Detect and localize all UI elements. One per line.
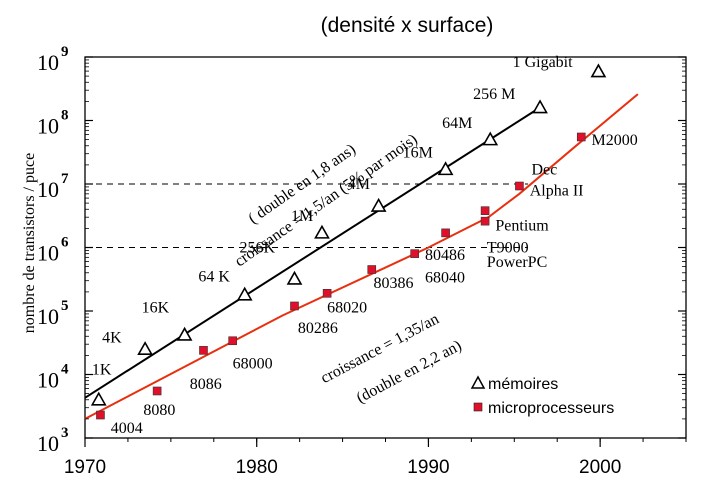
legend: mémoires microprocesseurs [470, 375, 614, 417]
memory-marker [314, 224, 330, 239]
cpu-marker [480, 206, 490, 215]
legend-square-icon [473, 402, 483, 412]
y-tick-exponent: 7 [61, 171, 69, 187]
cpu-marker [441, 228, 450, 238]
cpu-marker [152, 386, 162, 396]
trend-line-1 [84, 93, 639, 420]
point-label: Alpha II [530, 182, 584, 199]
point-label: 68000 [233, 355, 273, 372]
point-label: 80386 [373, 275, 413, 292]
x-tick-label: 2000 [579, 457, 621, 478]
y-tick-exponent: 8 [61, 108, 69, 124]
cpu-marker [228, 336, 237, 346]
memory-marker [90, 391, 107, 406]
y-tick-label: 10 [37, 177, 59, 202]
y-tick-exponent: 5 [61, 298, 69, 314]
legend-triangle-icon [470, 375, 486, 389]
point-label: Pentium [495, 218, 549, 235]
point-label: 8086 [190, 376, 222, 393]
point-label: 68020 [327, 299, 367, 316]
data-points [90, 63, 607, 420]
point-label: PowerPC [487, 254, 547, 271]
y-tick-label: 10 [37, 368, 59, 393]
cpu-marker [367, 265, 377, 274]
y-tick-label: 10 [37, 431, 59, 456]
cpu-marker [322, 288, 332, 298]
point-label: 1 Gigabit [513, 54, 574, 71]
trend-lines [84, 93, 639, 420]
y-tick-label: 10 [37, 50, 59, 75]
memory-marker [137, 341, 153, 356]
reference-lines [85, 183, 529, 248]
point-label: 16K [142, 299, 170, 316]
x-axis: 1970 1980 1990 2000 [64, 438, 687, 478]
point-label: 4M [348, 176, 370, 193]
y-tick-label: 10 [37, 241, 59, 266]
y-tick-exponent: 4 [61, 362, 69, 378]
memory-marker [590, 63, 607, 78]
point-label: 4004 [111, 420, 143, 437]
legend-label-microprocesseurs: microprocesseurs [488, 400, 614, 417]
x-tick-label: 1970 [64, 457, 106, 478]
point-label: 80286 [298, 320, 338, 337]
x-tick-label: 1980 [236, 457, 278, 478]
cpu-marker [576, 132, 586, 142]
point-label: 64 K [198, 269, 230, 286]
cpu-marker [410, 249, 419, 258]
memory-marker [286, 270, 303, 285]
legend-label-memoires: mémoires [488, 376, 558, 393]
point-label: 80486 [425, 247, 465, 264]
trend-line-0 [84, 106, 541, 399]
point-label: 16M [403, 145, 433, 162]
cpu-marker [515, 181, 524, 191]
memory-marker [236, 286, 253, 301]
y-axis-label: nombre de transistors / puce [21, 153, 38, 333]
y-tick-label: 10 [37, 114, 59, 139]
cpu-marker [480, 216, 490, 226]
point-label: Dec [531, 162, 557, 179]
y-tick-label: 10 [37, 304, 59, 329]
point-label: 256K [240, 240, 276, 257]
point-label: 4K [102, 329, 122, 346]
point-label: 64M [442, 115, 472, 132]
x-tick-label: 1990 [407, 457, 449, 478]
point-label: M2000 [592, 132, 638, 149]
memory-marker [437, 161, 454, 176]
point-label: 68040 [425, 270, 465, 287]
memory-marker [532, 99, 548, 114]
cpu-marker [96, 410, 105, 420]
memory-marker [482, 131, 499, 146]
cpu-marker [290, 301, 299, 311]
y-tick-exponent: 6 [61, 235, 69, 251]
point-label: 1M [291, 208, 313, 225]
point-label: 8080 [143, 402, 175, 419]
y-tick-exponent: 9 [61, 44, 69, 60]
memory-marker [370, 197, 387, 212]
point-label: T9000 [487, 240, 529, 257]
point-label: 1K [92, 362, 112, 379]
chart-title: (densité x surface) [321, 14, 494, 37]
memory-marker [176, 326, 193, 341]
point-label: 256 M [473, 86, 515, 103]
y-tick-exponent: 3 [61, 425, 69, 441]
cpu-marker [199, 346, 208, 355]
